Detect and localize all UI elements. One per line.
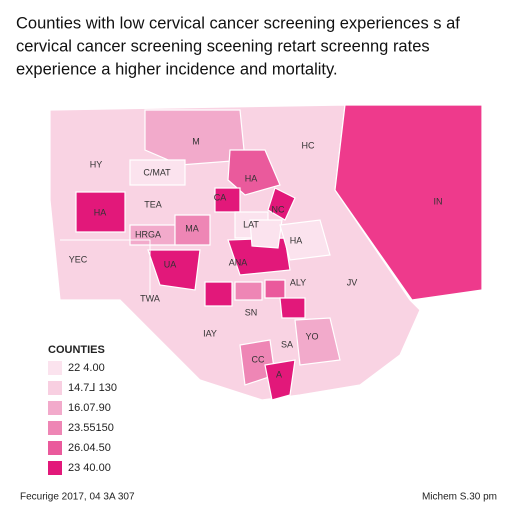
region bbox=[249, 219, 283, 249]
region-label: IN bbox=[434, 196, 443, 206]
region-label: IAY bbox=[203, 328, 217, 338]
region bbox=[204, 281, 233, 307]
legend-swatch bbox=[48, 421, 62, 435]
title-line: cervical cancer screening sceening retar… bbox=[16, 37, 430, 55]
region bbox=[75, 191, 126, 233]
region-label: LAT bbox=[243, 219, 259, 229]
region bbox=[227, 149, 281, 196]
region-label: YO bbox=[305, 331, 318, 341]
legend-title: COUNTIES bbox=[48, 344, 105, 356]
region-label: HA bbox=[245, 173, 258, 183]
region-label: CA bbox=[214, 192, 227, 202]
region-label: HA bbox=[94, 207, 107, 217]
region-label: HC bbox=[302, 140, 315, 150]
region-label: CC bbox=[252, 354, 265, 364]
region-label: YEC bbox=[69, 254, 88, 264]
region bbox=[147, 249, 201, 291]
region-label: UA bbox=[164, 259, 177, 269]
region-label: TWA bbox=[140, 293, 160, 303]
region-label: TEA bbox=[144, 199, 162, 209]
legend-swatch bbox=[48, 381, 62, 395]
title-line: Counties with low cervical cancer screen… bbox=[16, 14, 460, 32]
footer-left: Fecurige 2017, 04 3A 307 bbox=[20, 492, 135, 503]
region bbox=[129, 159, 186, 186]
legend-swatch bbox=[48, 441, 62, 455]
region-label: SA bbox=[281, 339, 293, 349]
region-label: HY bbox=[90, 159, 103, 169]
region-label: M bbox=[192, 136, 200, 146]
region-label: HA bbox=[290, 235, 303, 245]
region bbox=[279, 219, 331, 261]
region bbox=[234, 281, 263, 301]
footer-right: Michem S.30 pm bbox=[422, 492, 497, 503]
region-labels: M HC HY C/MAT CA HA IN HA TEA NC HRGA MA… bbox=[69, 136, 443, 379]
region-label: NC bbox=[272, 204, 285, 214]
region-label: HRGA bbox=[135, 229, 161, 239]
region-label: JV bbox=[347, 277, 358, 287]
region-label: A bbox=[276, 369, 282, 379]
legend-label: 22 4.00 bbox=[68, 362, 105, 374]
legend-label: 14.7⅃ 130 bbox=[68, 382, 117, 394]
region-label: ANA bbox=[229, 257, 248, 267]
legend-label: 23.55150 bbox=[68, 422, 114, 434]
region bbox=[144, 109, 246, 166]
map bbox=[49, 104, 483, 401]
legend-swatch bbox=[48, 461, 62, 475]
legend: 22 4.00 14.7⅃ 130 16.07.90 23.55150 26.04.50… bbox=[48, 361, 117, 475]
region bbox=[264, 279, 286, 299]
region-label: C/MAT bbox=[143, 167, 171, 177]
region bbox=[294, 317, 341, 366]
region-label: SN bbox=[245, 307, 258, 317]
region-label: MA bbox=[185, 223, 199, 233]
title-line: experience a higher incidence and mortal… bbox=[16, 60, 338, 78]
region bbox=[174, 214, 211, 246]
region bbox=[267, 187, 296, 221]
legend-swatch bbox=[48, 361, 62, 375]
legend-label: 16.07.90 bbox=[68, 402, 111, 414]
border bbox=[60, 239, 151, 300]
region-label: ALY bbox=[290, 277, 306, 287]
region bbox=[334, 104, 483, 301]
region bbox=[264, 359, 296, 401]
legend-label: 26.04.50 bbox=[68, 442, 111, 454]
legend-swatch bbox=[48, 401, 62, 415]
region bbox=[279, 297, 306, 319]
legend-label: 23 40.00 bbox=[68, 462, 111, 474]
